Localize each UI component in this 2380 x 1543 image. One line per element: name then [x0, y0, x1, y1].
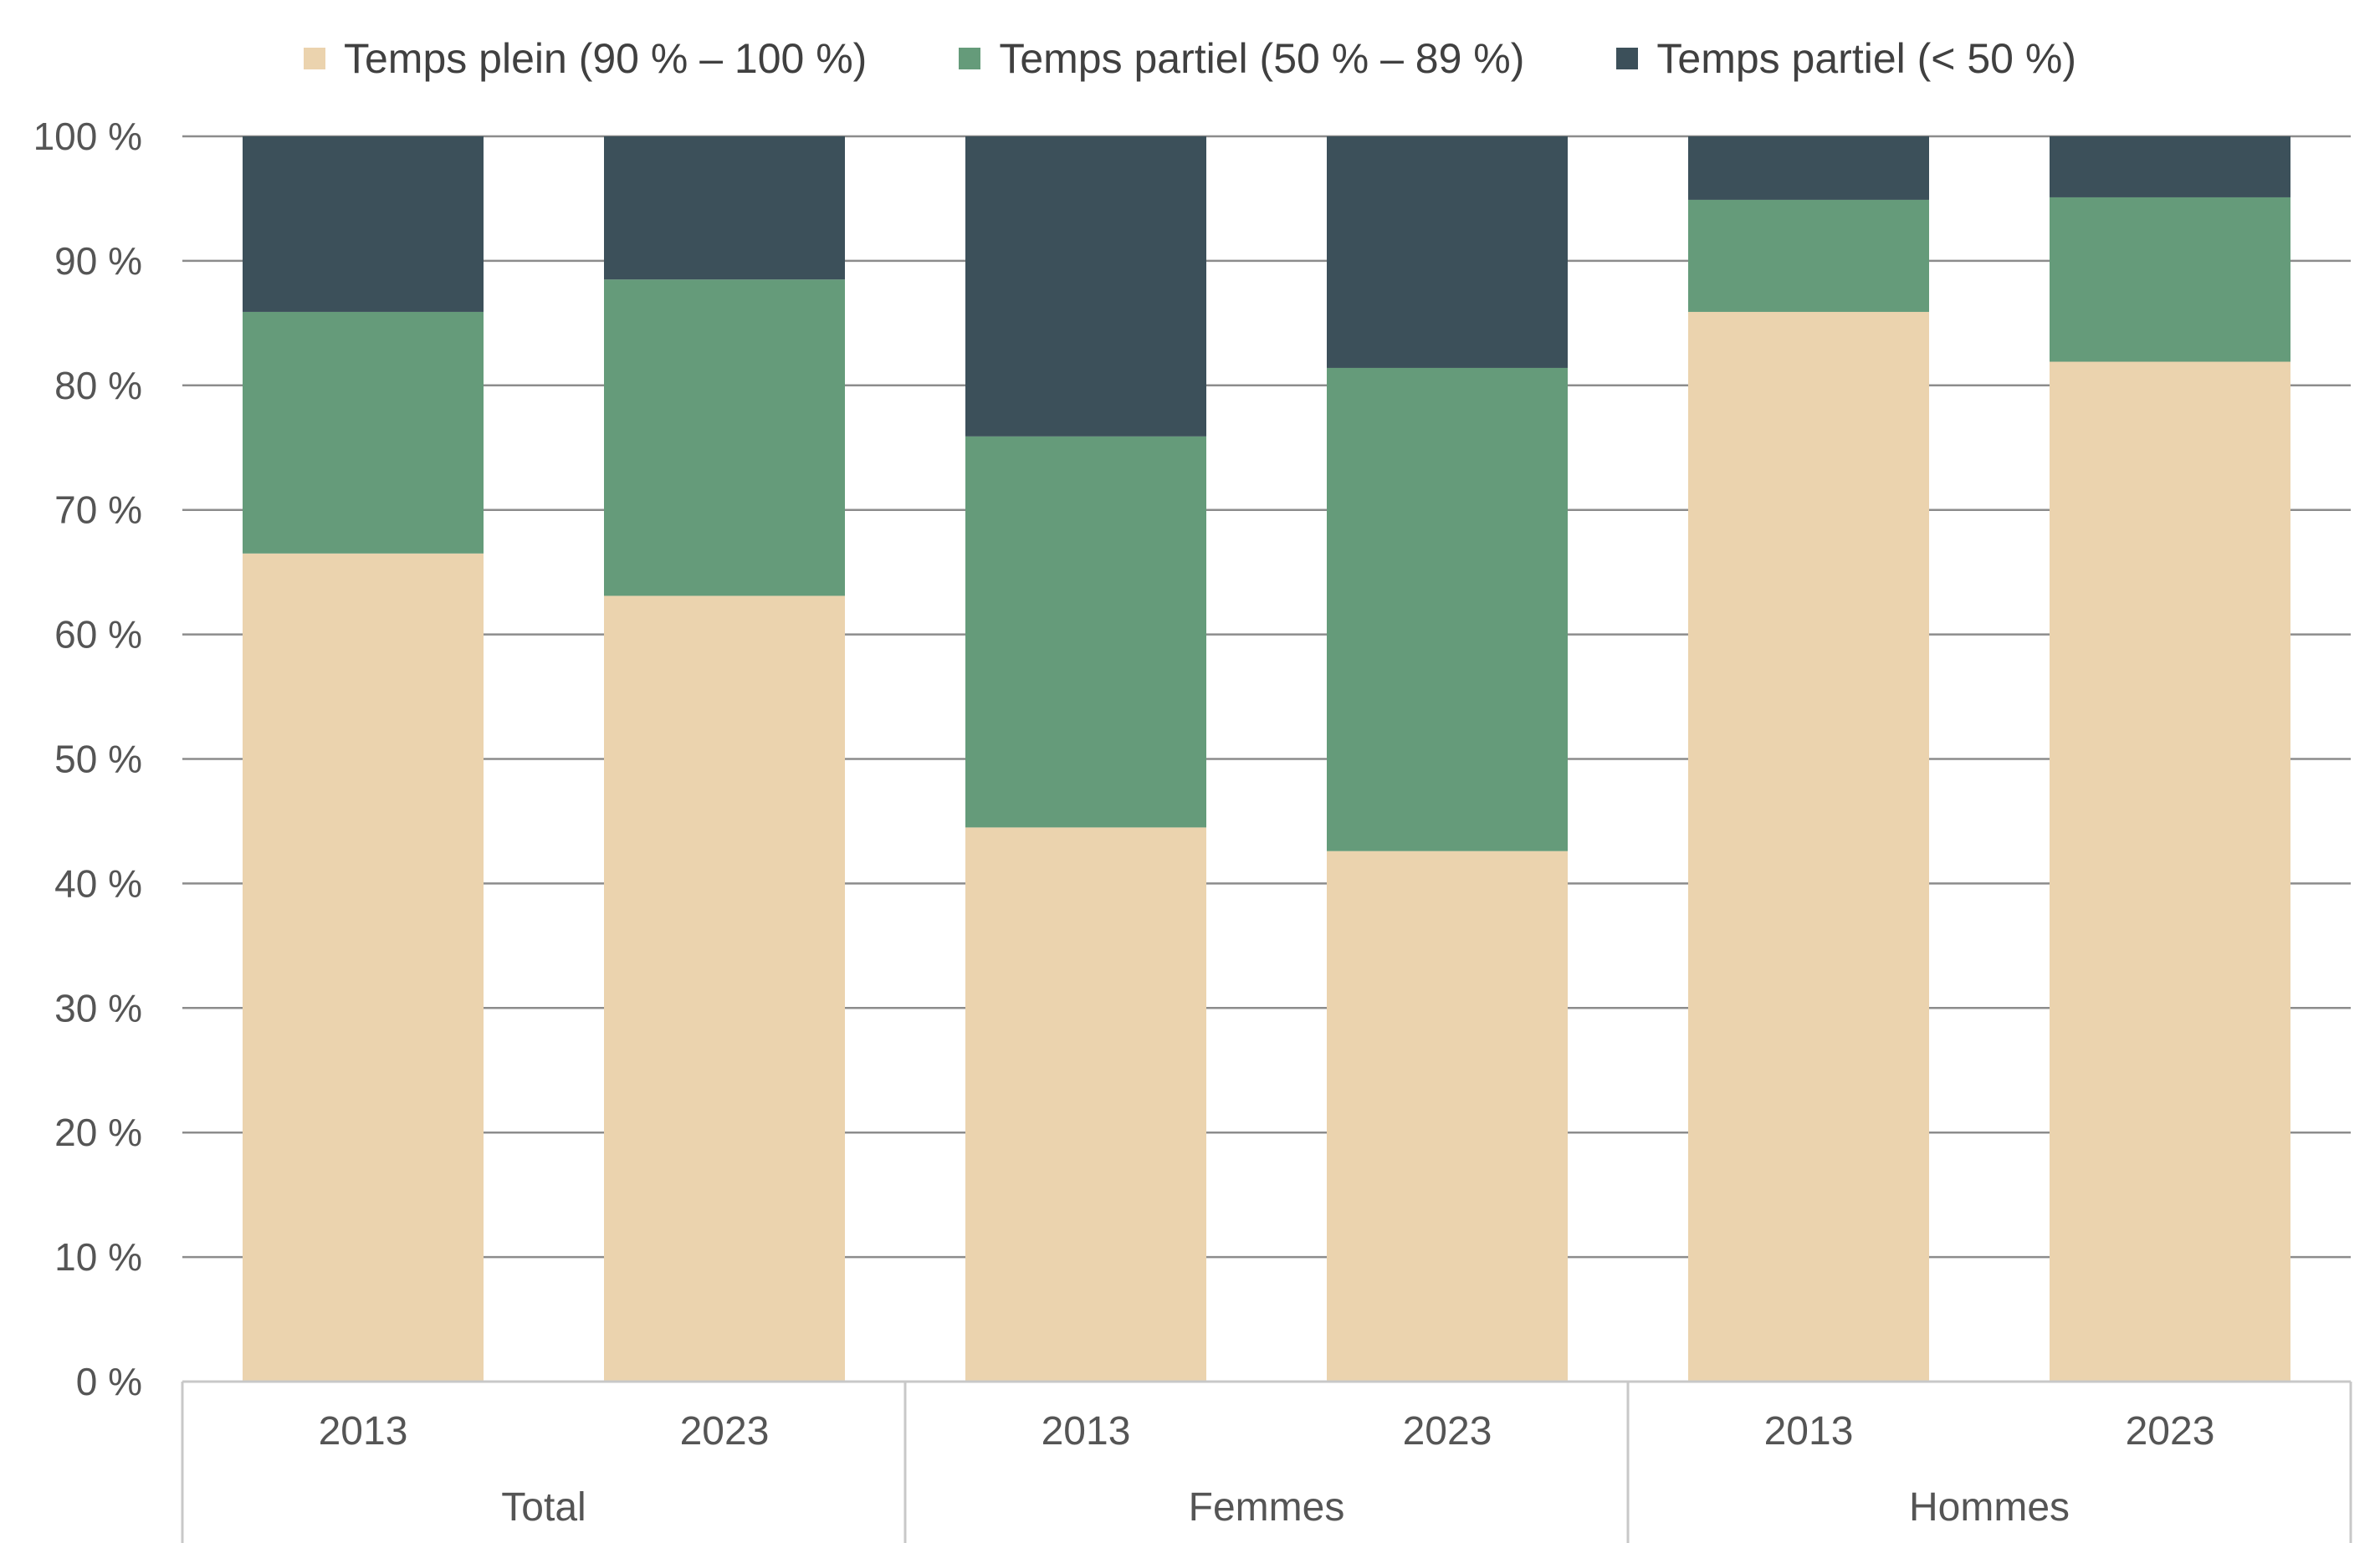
legend-label-part-time-50-89: Temps partiel (50 % – 89 %) [999, 35, 1525, 82]
bar-segment-full-time [1688, 311, 1929, 1382]
y-tick-label: 0 % [76, 1360, 142, 1403]
x-tick-label: 2023 [2126, 1409, 2215, 1454]
bar-segment-full-time [965, 827, 1206, 1382]
y-tick-label: 50 % [54, 738, 142, 781]
bar-segment-part-time-50-89 [243, 311, 484, 554]
bar-segment-part-time-under-50 [965, 136, 1206, 437]
x-tick-label: 2023 [680, 1409, 770, 1454]
bar-segment-full-time [1327, 851, 1568, 1382]
group-label: Femmes [1189, 1485, 1345, 1530]
x-tick-label: 2013 [1042, 1409, 1131, 1454]
bar-segment-part-time-under-50 [1688, 136, 1929, 200]
x-tick-label: 2023 [1403, 1409, 1492, 1454]
bars [243, 136, 2290, 1382]
y-tick-label: 80 % [54, 364, 142, 407]
bar-segment-part-time-under-50 [1327, 136, 1568, 368]
y-tick-label: 60 % [54, 613, 142, 657]
x-axis: 2013 2023 2013 2023 2013 2023 Total Femmes Homme… [181, 1380, 2352, 1543]
legend-item-part-time-under-50: Temps partiel (< 50 %) [1616, 34, 2076, 83]
legend: Temps plein (90 % – 100 %) Temps partiel… [0, 25, 2380, 92]
legend-swatch-part-time-50-89 [959, 48, 981, 69]
y-tick-label: 40 % [54, 861, 142, 905]
bar-segment-part-time-under-50 [2050, 136, 2290, 197]
bar-segment-part-time-50-89 [2050, 197, 2290, 362]
gridlines [182, 135, 2351, 1259]
bar-segment-part-time-50-89 [1688, 199, 1929, 312]
y-tick-label: 70 % [54, 488, 142, 532]
legend-swatch-full-time [304, 48, 325, 69]
x-tick-label: 2013 [319, 1409, 408, 1454]
bar-segment-full-time [604, 595, 845, 1382]
x-tick-label: 2013 [1764, 1409, 1854, 1454]
bar-segment-part-time-50-89 [1327, 367, 1568, 851]
bar-segment-full-time [2050, 361, 2290, 1382]
y-axis-ticks: 0 % 10 % 20 % 30 % 40 % 50 % 60 % 70 % 80 % 90 % 1… [33, 115, 142, 1403]
y-tick-label: 100 % [33, 115, 142, 158]
bar-segment-part-time-under-50 [243, 136, 484, 312]
legend-swatch-part-time-under-50 [1616, 48, 1639, 69]
bar-segment-part-time-under-50 [604, 136, 845, 280]
y-tick-label: 30 % [54, 986, 142, 1030]
bar-segment-full-time [243, 553, 484, 1382]
group-label: Hommes [1909, 1485, 2070, 1530]
y-tick-label: 90 % [54, 239, 142, 283]
y-tick-label: 10 % [54, 1235, 142, 1279]
legend-label-part-time-under-50: Temps partiel (< 50 %) [1656, 35, 2076, 82]
legend-label-full-time: Temps plein (90 % – 100 %) [344, 35, 868, 82]
bar-segment-part-time-50-89 [604, 279, 845, 596]
legend-item-part-time-50-89: Temps partiel (50 % – 89 %) [959, 34, 1524, 83]
bar-segment-part-time-50-89 [965, 436, 1206, 828]
group-label: Total [501, 1485, 586, 1530]
legend-item-full-time: Temps plein (90 % – 100 %) [304, 34, 867, 83]
y-tick-label: 20 % [54, 1111, 142, 1154]
